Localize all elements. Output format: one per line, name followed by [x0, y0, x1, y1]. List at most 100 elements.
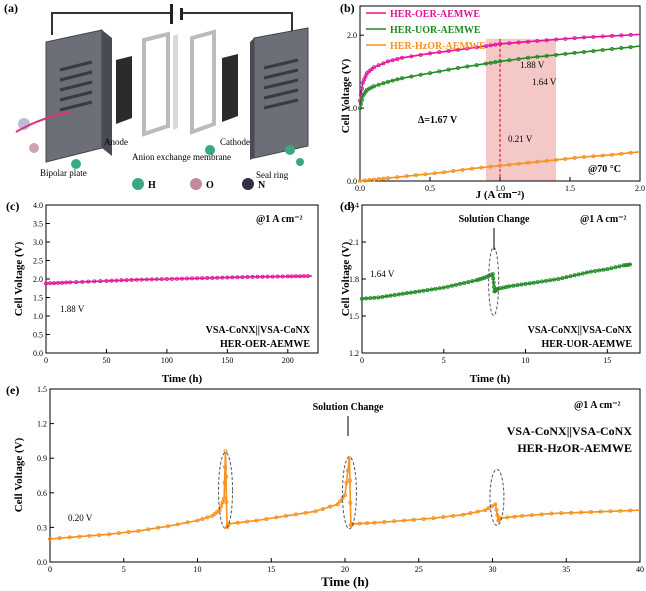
y-tick-label: 2.5 — [33, 257, 43, 266]
axes-e: 0 5 10 15 20 25 30 35 40 0.0 0.3 0.6 0.9 1.2 1.5 — [37, 385, 644, 574]
data-point — [535, 159, 540, 164]
data-point — [392, 519, 397, 524]
data-point — [441, 285, 446, 290]
y-tick-label: 4.0 — [33, 201, 43, 210]
data-point — [610, 33, 615, 38]
data-point — [531, 280, 536, 285]
device-label-e: HER-HzOR-AEMWE — [517, 441, 632, 455]
axes-b: 0.0 0.5 1.0 1.5 2.0 0.0 1.0 2.0 — [347, 31, 645, 193]
data-point — [455, 65, 460, 70]
y-tick-label: 1.5 — [37, 385, 47, 394]
data-point — [223, 449, 228, 454]
xlabel-e: Time (h) — [321, 574, 369, 589]
data-point — [376, 82, 381, 87]
data-point — [431, 516, 436, 521]
data-point — [563, 156, 568, 161]
battery-short-plate — [180, 8, 183, 20]
data-point — [86, 279, 91, 284]
data-point — [146, 527, 151, 532]
data-point — [526, 160, 531, 165]
data-point — [468, 511, 473, 516]
series-line-her-uor-aemwe — [361, 263, 632, 300]
data-point — [404, 291, 409, 296]
panel-e-chart: (e) 0 5 10 15 20 25 30 35 40 0.0 0.3 0.6 0.9 1.2 1.5 C… — [6, 383, 644, 589]
data-point — [77, 534, 82, 539]
y-tick-label: 2.4 — [349, 201, 359, 210]
data-point — [338, 499, 343, 504]
data-point — [437, 50, 442, 55]
data-point — [600, 34, 605, 39]
data-point — [483, 61, 488, 66]
data-point — [195, 518, 200, 523]
flow-channels-left — [59, 60, 93, 112]
data-point — [413, 173, 418, 178]
data-point — [556, 276, 561, 281]
y-tick-label: 2.1 — [349, 238, 359, 247]
data-point — [548, 278, 553, 283]
data-point — [149, 277, 154, 282]
data-point — [579, 510, 584, 515]
data-point — [427, 71, 432, 76]
x-tick-label: 2.0 — [635, 184, 645, 193]
data-point — [289, 274, 294, 279]
y-tick-label: 0.0 — [37, 558, 47, 567]
data-point — [572, 273, 577, 278]
bipolar-plate-left-side — [102, 30, 112, 156]
data-point — [74, 280, 79, 285]
data-point — [212, 511, 217, 516]
data-point — [484, 274, 489, 279]
data-point — [280, 274, 285, 279]
data-point — [205, 515, 210, 520]
data-point — [359, 86, 364, 91]
data-point — [255, 274, 260, 279]
data-point — [92, 279, 97, 284]
solution-change-markers — [218, 451, 505, 530]
data-point — [285, 274, 290, 279]
data-point — [451, 169, 456, 174]
data-point — [364, 71, 369, 76]
data-point — [597, 268, 602, 273]
bubble — [29, 143, 39, 153]
data-point — [623, 263, 628, 268]
ylabel-c: Cell Voltage (V) — [13, 241, 25, 316]
data-point — [401, 518, 406, 523]
data-point — [219, 504, 224, 509]
data-point — [409, 54, 414, 59]
label-seal-ring: Seal ring — [256, 170, 289, 180]
data-point — [174, 276, 179, 281]
data-point — [388, 293, 393, 298]
data-point — [264, 516, 269, 521]
data-point — [474, 278, 479, 283]
data-point — [423, 172, 428, 177]
catalyst-label-d: VSA-CoNX||VSA-CoNX — [528, 325, 633, 336]
data-point — [134, 277, 139, 282]
data-point — [417, 289, 422, 294]
data-point — [433, 286, 438, 291]
series-e — [48, 449, 641, 541]
data-point — [385, 176, 390, 181]
data-point — [460, 512, 465, 517]
anode-electrode — [116, 56, 132, 124]
x-tick-label: 200 — [282, 356, 294, 365]
data-point — [367, 178, 372, 183]
data-point — [451, 513, 456, 518]
data-point — [381, 81, 386, 86]
data-point — [144, 277, 149, 282]
y-tick-label: 2.0 — [33, 275, 43, 284]
data-point — [598, 509, 603, 514]
legend-dot-h — [132, 178, 144, 190]
solution-change-ellipse — [218, 451, 234, 529]
data-point — [305, 274, 310, 279]
data-point — [418, 52, 423, 57]
flow-channels-right — [263, 58, 299, 110]
data-point — [515, 283, 520, 288]
data-point — [421, 288, 426, 293]
data-point — [582, 154, 587, 159]
data-point — [465, 64, 470, 69]
data-point — [605, 267, 610, 272]
data-point — [619, 33, 624, 38]
data-point — [549, 511, 554, 516]
data-point — [320, 506, 325, 511]
series-line-her-oer-aemwe — [45, 275, 313, 285]
